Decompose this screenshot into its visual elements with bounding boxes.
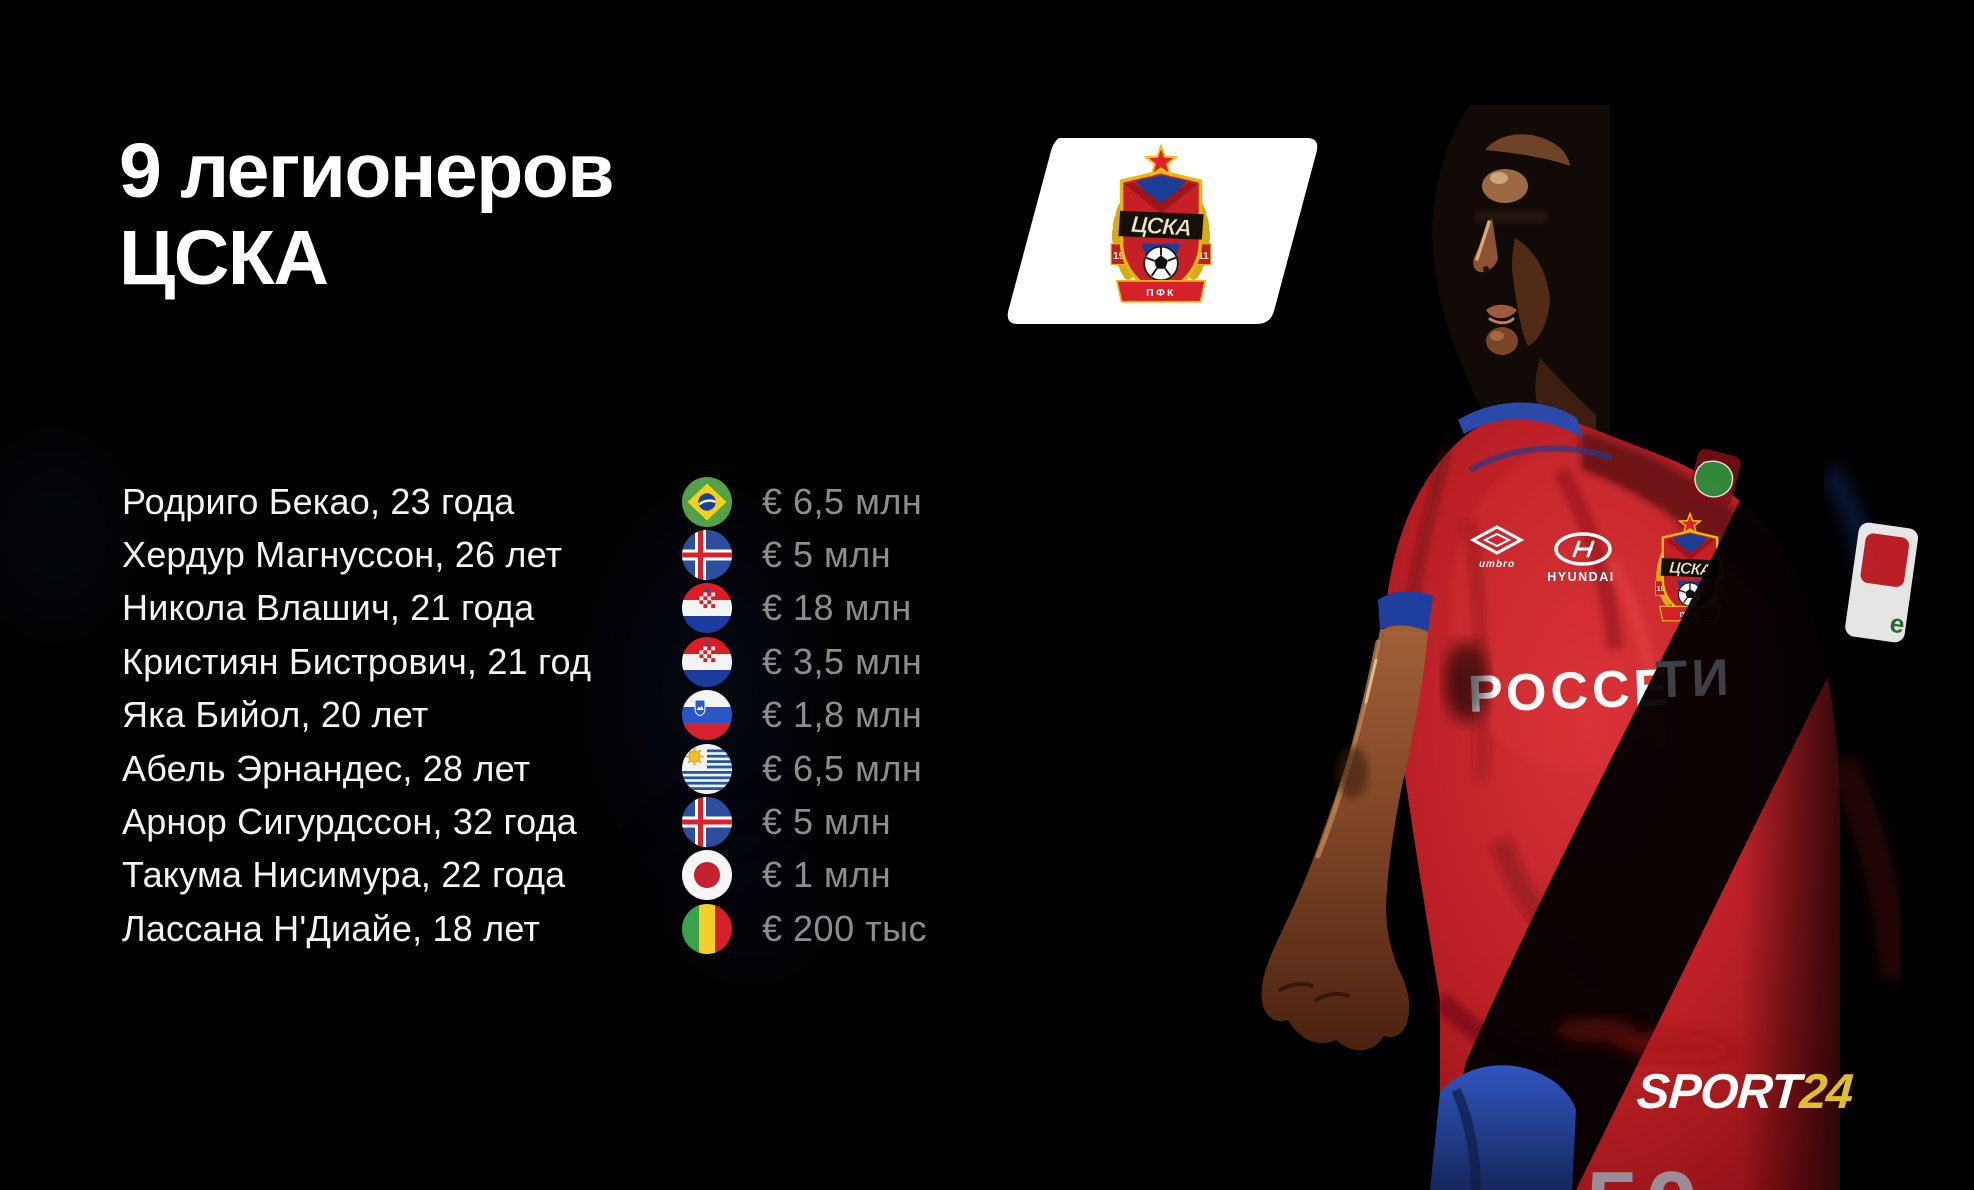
flag-iceland-icon (682, 530, 732, 581)
title-line-1: 9 легионеров (119, 128, 615, 214)
flag-slovenia-icon (682, 690, 732, 741)
umbro-text: umbro (1479, 559, 1515, 570)
player-value: € 200 тыс (762, 907, 927, 949)
sport24-logo-number: 24 (1798, 1065, 1855, 1119)
player-shorts: 50 (1430, 1065, 1705, 1190)
player-name: Хердур Магнуссон, 26 лет (122, 534, 563, 576)
flag-iceland-icon (682, 797, 732, 848)
flag-uruguay-icon (682, 743, 732, 794)
player-flag (682, 903, 732, 954)
player-row: Никола Влашич, 21 года € 18 млн (122, 582, 927, 635)
jersey-number: 50 (1586, 1152, 1705, 1190)
player-flag (682, 636, 732, 687)
club-badge-plate (1007, 138, 1318, 324)
player-row: Яка Бийол, 20 лет € 1,8 млн (122, 689, 927, 742)
flag-croatia-icon (682, 636, 732, 687)
player-row: Абель Эрнандес, 28 лет € 6,5 млн (122, 742, 927, 795)
player-name: Никола Влашич, 21 года (122, 587, 535, 629)
player-value: € 3,5 млн (762, 640, 923, 682)
player-arm (1261, 591, 1433, 1051)
flag-brazil-icon (682, 476, 732, 527)
player-value: € 1,8 млн (762, 694, 923, 736)
player-row: Родриго Бекао, 23 года € 6,5 млн (122, 475, 927, 528)
player-value: € 5 млн (762, 534, 892, 576)
player-flag (682, 583, 732, 634)
player-row: Хердур Магнуссон, 26 лет € 5 млн (122, 528, 927, 581)
patch-letter: e (1888, 608, 1907, 640)
player-value: € 5 млн (762, 801, 892, 843)
player-flag (682, 743, 732, 794)
chest-sponsor-text-dim: ТИ (1655, 649, 1734, 710)
player-flag (682, 850, 732, 901)
player-flag (682, 690, 732, 741)
player-value: € 6,5 млн (762, 747, 923, 789)
shoulder-patch-icon (1688, 448, 1741, 507)
player-row: Кристиян Бистрович, 21 год € 3,5 млн (122, 635, 927, 688)
player-row: Арнор Сигурдссон, 32 года € 5 млн (122, 795, 927, 848)
sleeve-cuff (1378, 591, 1433, 632)
player-name: Арнор Сигурдссон, 32 года (122, 801, 577, 843)
player-name: Кристиян Бистрович, 21 год (122, 640, 592, 682)
hyundai-logo-icon: HYUNDAI (1547, 532, 1614, 584)
player-name: Лассана Н'Диайе, 18 лет (122, 907, 541, 949)
player-name: Такума Нисимура, 22 года (122, 854, 566, 896)
red-fabric-blur (1555, 1018, 1740, 1061)
jersey-collar (1458, 402, 1583, 438)
title-line-2: ЦСКА (119, 215, 329, 301)
hyundai-text: HYUNDAI (1547, 570, 1614, 584)
player-value: € 18 млн (762, 587, 912, 629)
player-row: Лассана Н'Диайе, 18 лет € 200 тыс (122, 902, 927, 955)
sport24-logo: SPORT24 (1635, 1064, 1854, 1120)
sport24-logo-text: SPORT (1635, 1065, 1802, 1119)
player-name: Родриго Бекао, 23 года (122, 480, 515, 522)
player-flag (682, 476, 732, 527)
page-title: 9 легионеров ЦСКА (119, 128, 615, 302)
player-row: Такума Нисимура, 22 года € 1 млн (122, 849, 927, 902)
player-flag (682, 530, 732, 581)
player-flag (682, 797, 732, 848)
umbro-logo-icon: umbro (1469, 525, 1525, 570)
sleeve-sponsor-patch: e (1845, 522, 1919, 643)
flag-croatia-icon (682, 583, 732, 634)
flag-japan-icon (682, 850, 732, 901)
shadow-band (1438, 500, 1832, 1190)
player-value: € 1 млн (762, 854, 892, 896)
flag-mali-icon (682, 903, 732, 954)
player-value: € 6,5 млн (762, 480, 923, 522)
player-name: Яка Бийол, 20 лет (122, 694, 429, 736)
player-name: Абель Эрнандес, 28 лет (122, 747, 531, 789)
player-photo: 19 11 ЦСКА ПФК (1261, 0, 1974, 1190)
player-head (1432, 105, 1610, 460)
players-list: Родриго Бекао, 23 года € 6,5 млн Хердур Ма… (122, 475, 927, 956)
